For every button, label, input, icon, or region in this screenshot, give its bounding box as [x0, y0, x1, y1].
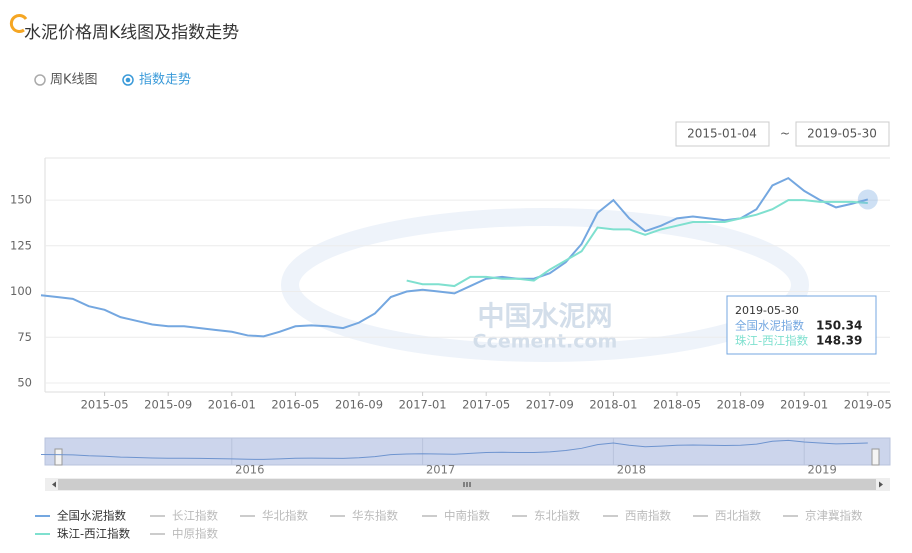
radio[interactable]: [34, 74, 46, 86]
radio-label[interactable]: 周K线图: [50, 73, 98, 88]
overview-label: 2019: [808, 463, 837, 477]
x-tick-label: 2018-01: [589, 398, 637, 412]
zoom-window[interactable]: [44, 437, 891, 466]
series-line: [406, 199, 868, 288]
x-tick-label: 2017-09: [526, 398, 574, 412]
overview-label: 2017: [426, 463, 455, 477]
grip: [463, 482, 471, 487]
y-tick-label: 75: [17, 330, 32, 344]
tooltip-name: 珠江-西江指数: [735, 334, 809, 348]
x-tick-label: 2016-05: [271, 398, 319, 412]
x-tick-label: 2015-09: [144, 398, 192, 412]
watermark: 中国水泥网: [478, 302, 613, 333]
x-tick-label: 2019-01: [780, 398, 828, 412]
end-marker: [857, 189, 878, 210]
legend-label[interactable]: 全国水泥指数: [57, 509, 126, 523]
watermark: Ccement.com: [473, 331, 618, 353]
date-input[interactable]: [675, 121, 770, 147]
x-tick-label: 2018-05: [653, 398, 701, 412]
x-tick-label: 2017-01: [399, 398, 447, 412]
legend-label[interactable]: 京津冀指数: [805, 509, 863, 523]
x-tick-label: 2015-05: [81, 398, 129, 412]
logo: [9, 14, 28, 33]
date-start[interactable]: 2015-01-04: [687, 127, 757, 141]
overview-label: 2016: [235, 463, 264, 477]
x-tick-label: 2018-09: [717, 398, 765, 412]
overview-label: 2018: [617, 463, 646, 477]
legend-label[interactable]: 西北指数: [715, 509, 761, 523]
legend-label[interactable]: 西南指数: [625, 509, 671, 523]
date-end[interactable]: 2019-05-30: [807, 127, 877, 141]
y-tick-label: 100: [10, 284, 32, 298]
radio-label[interactable]: 指数走势: [139, 72, 191, 88]
tooltip-value: 150.34: [816, 319, 862, 333]
overview-line: [40, 439, 868, 460]
legend-label[interactable]: 中原指数: [172, 527, 218, 541]
y-tick-label: 50: [17, 376, 32, 390]
tooltip-name: 全国水泥指数: [735, 319, 804, 333]
tooltip: [726, 295, 877, 355]
y-tick-label: 150: [10, 193, 32, 207]
legend-label[interactable]: 长江指数: [172, 509, 218, 523]
date-input[interactable]: [795, 121, 890, 147]
x-tick-label: 2016-01: [208, 398, 256, 412]
page-title: 水泥价格周K线图及指数走势: [24, 23, 239, 43]
zoom-handle[interactable]: [871, 448, 880, 466]
legend-label[interactable]: 中南指数: [444, 509, 490, 523]
legend-label[interactable]: 珠江-西江指数: [57, 527, 131, 541]
tooltip-date: 2019-05-30: [735, 304, 799, 317]
radio-dot: [125, 77, 131, 83]
y-tick-label: 125: [10, 238, 32, 252]
x-tick-label: 2019-05: [844, 398, 892, 412]
x-tick-label: 2016-09: [335, 398, 383, 412]
zoom-handle[interactable]: [54, 448, 63, 466]
legend-label[interactable]: 华北指数: [262, 509, 308, 523]
watermark-swoosh: [281, 208, 809, 362]
legend-label[interactable]: 华东指数: [352, 509, 398, 523]
tooltip-value: 148.39: [816, 334, 862, 348]
date-separator: ~: [780, 127, 790, 141]
series-line: [40, 176, 869, 338]
x-tick-label: 2017-05: [462, 398, 510, 412]
legend-label[interactable]: 东北指数: [534, 509, 580, 523]
